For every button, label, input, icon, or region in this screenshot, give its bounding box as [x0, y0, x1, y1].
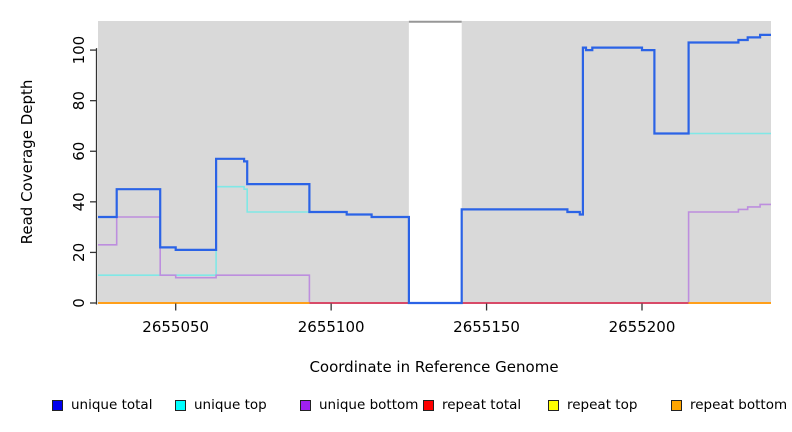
- legend-swatch-repeat-bottom: [671, 399, 682, 411]
- y-axis-title: Read Coverage Depth: [18, 80, 36, 245]
- x-tick-label: 2655100: [298, 318, 365, 336]
- legend-label: unique bottom: [319, 397, 419, 413]
- legend-label: repeat top: [567, 397, 638, 413]
- legend-item-repeat-bottom: repeat bottom: [671, 397, 787, 413]
- plot-svg: 0 20 40 60 80 100 2655050 2655100 2655150 2655200…: [18, 20, 771, 376]
- y-tick-label: 40: [70, 192, 88, 211]
- chart-legend: unique total unique top unique bottom repea…: [0, 397, 792, 423]
- legend-label: repeat total: [442, 397, 522, 413]
- legend-item-repeat-top: repeat top: [548, 397, 637, 413]
- legend-swatch-unique-bottom: [300, 399, 311, 411]
- y-tick-label: 80: [70, 91, 88, 110]
- legend-swatch-unique-total: [52, 399, 63, 411]
- coverage-gap-band: [408, 21, 462, 303]
- legend-item-unique-bottom: unique bottom: [300, 397, 418, 413]
- y-tick-label: 60: [70, 142, 88, 161]
- legend-swatch-repeat-top: [548, 399, 559, 411]
- legend-label: unique total: [71, 397, 153, 413]
- x-tick-label: 2655050: [142, 318, 209, 336]
- legend-swatch-repeat-total: [423, 399, 434, 411]
- legend-item-unique-total: unique total: [52, 397, 152, 413]
- x-tick-label: 2655200: [609, 318, 676, 336]
- y-tick-label: 0: [70, 298, 88, 308]
- x-axis-title: Coordinate in Reference Genome: [309, 358, 558, 376]
- legend-label: repeat bottom: [690, 397, 788, 413]
- legend-swatch-unique-top: [175, 399, 186, 411]
- series-line-unique-total: [98, 33, 771, 305]
- legend-label: unique top: [194, 397, 267, 413]
- y-tick-label: 100: [70, 36, 88, 65]
- x-tick-label: 2655150: [453, 318, 520, 336]
- legend-item-repeat-total: repeat total: [423, 397, 521, 413]
- y-tick-label: 20: [70, 243, 88, 262]
- legend-item-unique-top: unique top: [175, 397, 267, 413]
